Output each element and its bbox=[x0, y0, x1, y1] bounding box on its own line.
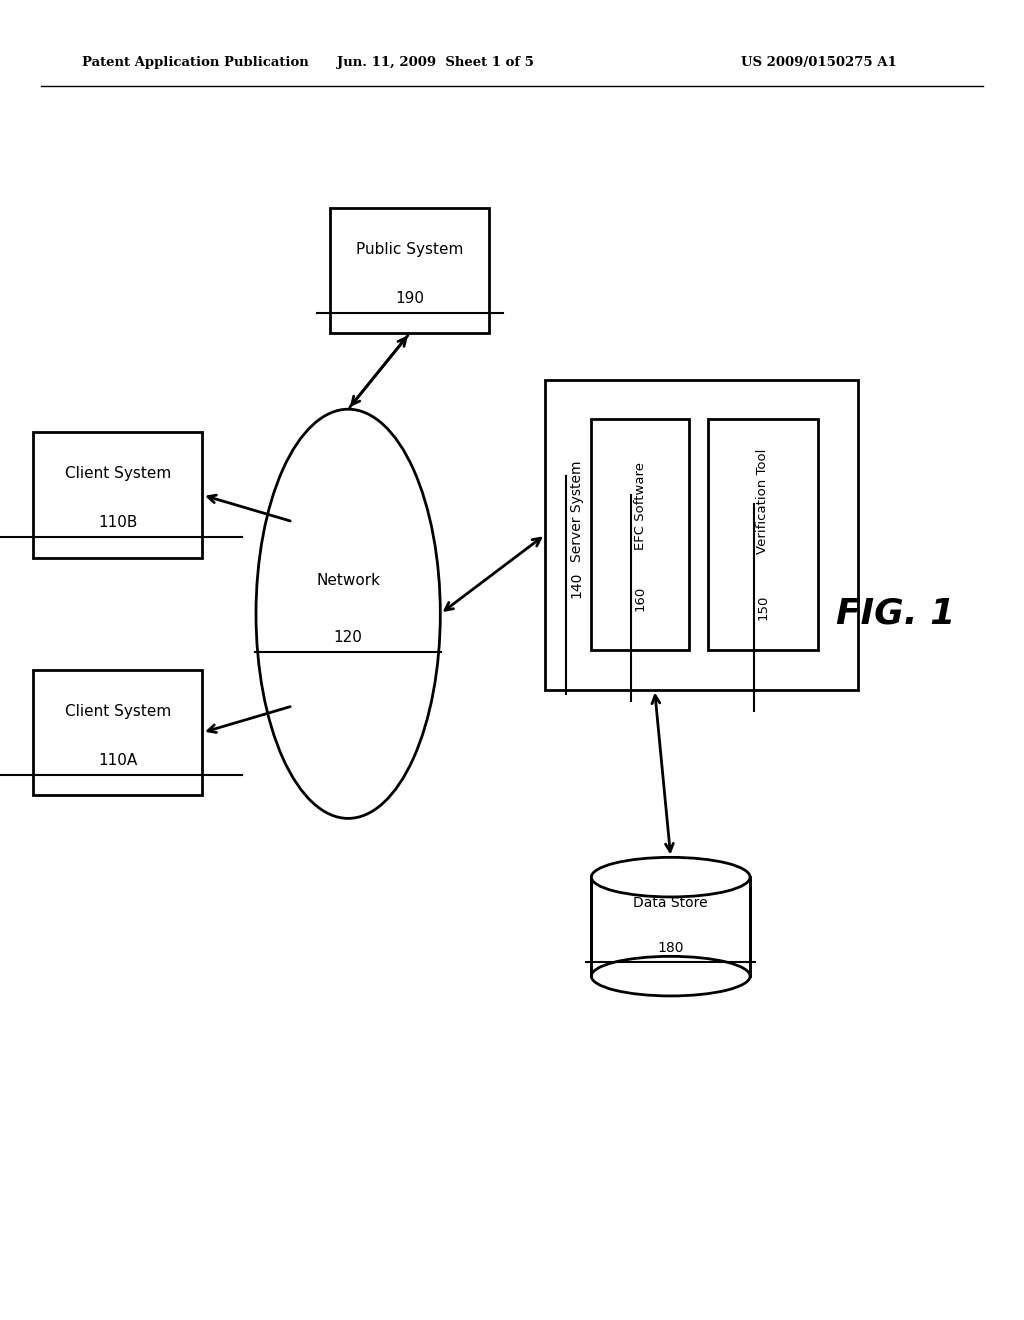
Bar bbox=[592, 876, 750, 977]
Ellipse shape bbox=[592, 956, 750, 995]
Bar bbox=[708, 420, 818, 651]
Text: Client System: Client System bbox=[65, 466, 171, 482]
Bar bbox=[330, 209, 489, 333]
Text: EFC Software: EFC Software bbox=[634, 462, 646, 549]
Bar bbox=[546, 380, 858, 689]
Text: Jun. 11, 2009  Sheet 1 of 5: Jun. 11, 2009 Sheet 1 of 5 bbox=[337, 55, 534, 69]
Bar bbox=[33, 669, 203, 795]
Text: 150: 150 bbox=[757, 594, 769, 620]
Bar bbox=[592, 420, 688, 651]
Text: Verification Tool: Verification Tool bbox=[757, 449, 769, 554]
Text: Server System: Server System bbox=[569, 461, 584, 561]
Bar bbox=[33, 433, 203, 557]
Text: 110B: 110B bbox=[98, 515, 137, 531]
Text: 140: 140 bbox=[569, 572, 584, 598]
Text: 190: 190 bbox=[395, 290, 424, 306]
Text: US 2009/0150275 A1: US 2009/0150275 A1 bbox=[741, 55, 897, 69]
Ellipse shape bbox=[592, 858, 750, 898]
Text: 120: 120 bbox=[334, 630, 362, 645]
Text: Public System: Public System bbox=[356, 242, 463, 257]
Text: FIG. 1: FIG. 1 bbox=[837, 597, 955, 631]
Text: 110A: 110A bbox=[98, 752, 137, 768]
Text: Client System: Client System bbox=[65, 704, 171, 719]
Text: Network: Network bbox=[316, 573, 380, 589]
Text: 180: 180 bbox=[657, 941, 684, 954]
Ellipse shape bbox=[256, 409, 440, 818]
Text: Patent Application Publication: Patent Application Publication bbox=[82, 55, 308, 69]
Text: 160: 160 bbox=[634, 585, 646, 611]
Text: Data Store: Data Store bbox=[634, 896, 708, 909]
